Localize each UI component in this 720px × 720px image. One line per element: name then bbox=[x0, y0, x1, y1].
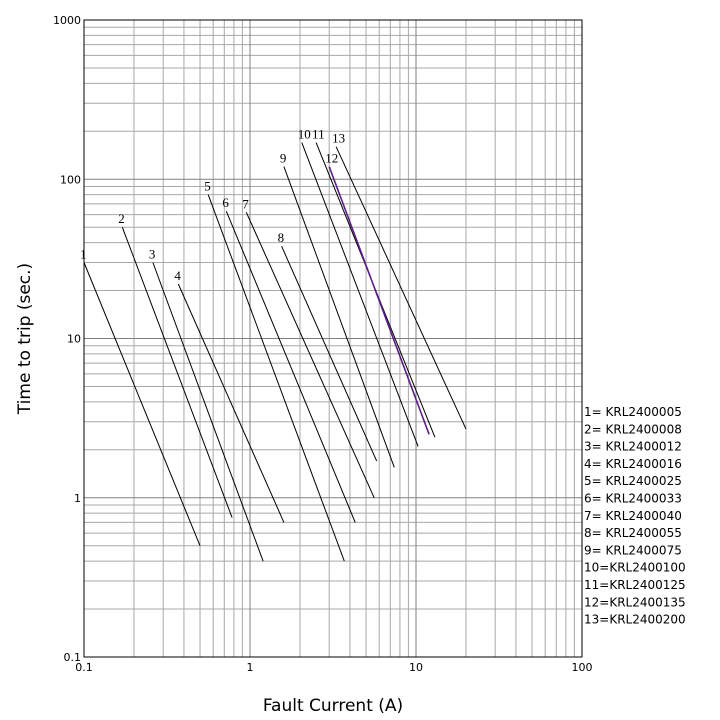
legend-item-1: 1= KRL2400005 bbox=[584, 405, 682, 419]
curve-label-4: 4 bbox=[174, 268, 181, 283]
y-tick-label: 1000 bbox=[53, 14, 81, 27]
trip-curve-8 bbox=[281, 245, 378, 462]
curve-label-12: 12 bbox=[325, 151, 338, 166]
legend-item-13: 13=KRL2400200 bbox=[584, 613, 686, 627]
trip-curve-13 bbox=[335, 146, 467, 430]
legend: 1= KRL2400005 2= KRL2400008 3= KRL2400012 4… bbox=[584, 405, 686, 627]
y-axis-title: Time to trip (sec.) bbox=[15, 263, 35, 415]
y-tick-label: 1 bbox=[74, 492, 81, 505]
trip-curve-6 bbox=[225, 211, 356, 523]
x-tick-label: 0.1 bbox=[75, 661, 93, 674]
y-tick-label: 100 bbox=[60, 173, 81, 186]
x-tick-label: 10 bbox=[409, 661, 423, 674]
curve-label-8: 8 bbox=[278, 230, 285, 245]
trip-curve-9 bbox=[283, 166, 395, 468]
curve-label-9: 9 bbox=[280, 151, 287, 166]
curve-label-11: 11 bbox=[312, 127, 325, 142]
legend-item-3: 3= KRL2400012 bbox=[584, 440, 682, 454]
curve-label-10: 10 bbox=[298, 127, 311, 142]
legend-item-7: 7= KRL2400040 bbox=[584, 509, 682, 523]
legend-item-10: 10=KRL2400100 bbox=[584, 561, 686, 575]
y-tick-label: 0.1 bbox=[64, 651, 82, 664]
trip-curves bbox=[83, 142, 467, 562]
trip-curve-4 bbox=[177, 283, 285, 523]
legend-item-5: 5= KRL2400025 bbox=[584, 474, 682, 488]
legend-item-11: 11=KRL2400125 bbox=[584, 578, 686, 592]
curve-label-5: 5 bbox=[204, 179, 211, 194]
legend-item-2: 2= KRL2400008 bbox=[584, 422, 682, 436]
curve-label-13: 13 bbox=[332, 131, 345, 146]
trip-curve-2 bbox=[121, 227, 233, 518]
curve-label-2: 2 bbox=[118, 211, 125, 226]
plot-frame bbox=[83, 19, 583, 658]
curve-label-3: 3 bbox=[149, 247, 156, 262]
legend-item-6: 6= KRL2400033 bbox=[584, 492, 682, 506]
trip-curve-12 bbox=[328, 166, 430, 435]
trip-curve-7 bbox=[245, 212, 375, 499]
curve-label-1: 1 bbox=[80, 247, 87, 262]
x-tick-label: 1 bbox=[247, 661, 254, 674]
legend-item-9: 9= KRL2400075 bbox=[584, 543, 682, 557]
trip-curve-5 bbox=[207, 194, 345, 562]
trip-curve-10 bbox=[301, 142, 419, 447]
y-tick-labels: 0.1 1 10 100 1000 bbox=[53, 14, 81, 664]
curve-label-6: 6 bbox=[222, 195, 229, 210]
x-tick-labels: 0.1 1 10 100 bbox=[75, 661, 592, 674]
trip-curve-3 bbox=[152, 262, 264, 562]
legend-item-8: 8= KRL2400055 bbox=[584, 526, 682, 540]
y-tick-label: 10 bbox=[67, 333, 81, 346]
legend-item-12: 12=KRL2400135 bbox=[584, 595, 686, 609]
x-axis-title: Fault Current (A) bbox=[263, 696, 403, 716]
curve-label-7: 7 bbox=[242, 196, 249, 211]
trip-curve-1 bbox=[83, 262, 201, 546]
legend-item-4: 4= KRL2400016 bbox=[584, 457, 682, 471]
x-tick-label: 100 bbox=[572, 661, 593, 674]
